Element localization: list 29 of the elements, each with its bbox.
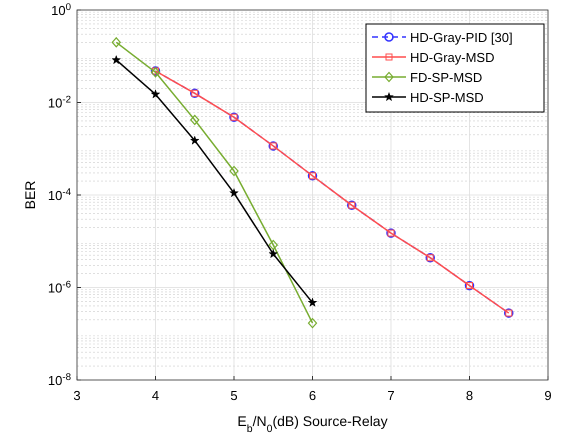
x-tick-label: 9 — [544, 388, 552, 403]
y-tick-label: 10$^{-8}$ — [48, 372, 71, 388]
x-tick-label: 6 — [308, 388, 316, 403]
legend-label: HD-Gray-PID [30] — [410, 30, 513, 45]
point — [112, 55, 121, 64]
point — [268, 249, 278, 258]
y-tick-label: 10$^{-4}$ — [48, 186, 72, 203]
x-tick-label: 4 — [152, 388, 160, 403]
legend-label: HD-SP-MSD — [410, 90, 484, 105]
y-tick-label: 10$^{-6}$ — [48, 279, 71, 296]
point — [190, 114, 200, 126]
x-tick-label: 8 — [466, 388, 474, 403]
legend-label: HD-Gray-MSD — [410, 50, 494, 65]
point — [190, 136, 200, 144]
x-tick-label: 3 — [73, 388, 81, 403]
point — [150, 90, 160, 98]
point — [112, 37, 121, 48]
y-tick-label: 10$^{0}$ — [51, 2, 72, 18]
point — [308, 298, 318, 307]
x-tick-label: 5 — [230, 388, 238, 403]
y-axis-title: BER — [22, 180, 38, 210]
x-tick-label: 7 — [387, 388, 395, 403]
point — [229, 188, 239, 197]
y-tick-label: 10$^{-2}$ — [48, 94, 71, 110]
point — [268, 240, 278, 250]
legend-label: FD-SP-MSD — [410, 70, 482, 85]
point — [308, 318, 318, 328]
x-axis-title: E$_{b}$/N$_{0}$(dB) Source-Relay — [237, 413, 388, 435]
point — [229, 166, 239, 176]
